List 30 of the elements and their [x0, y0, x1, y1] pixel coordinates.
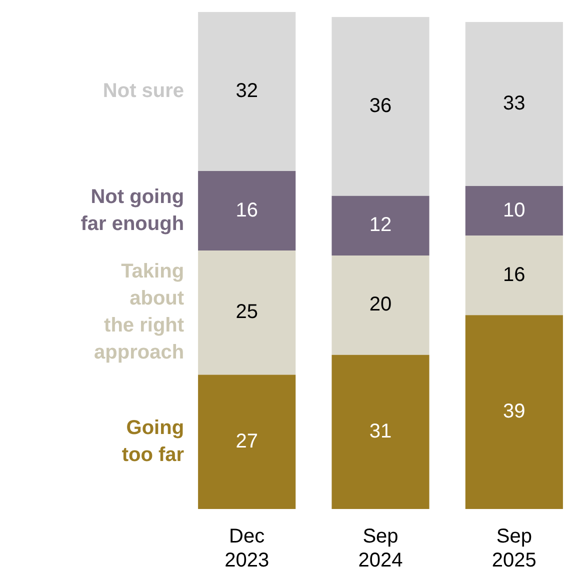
- data-label: 16: [236, 199, 258, 222]
- bar: [198, 12, 296, 172]
- bar: [332, 256, 430, 355]
- data-label: 32: [236, 80, 258, 102]
- data-label: 10: [503, 199, 526, 222]
- bar: [198, 171, 296, 251]
- data-label: 27: [236, 430, 258, 452]
- bar: [332, 16, 430, 196]
- data-label: 39: [503, 400, 526, 423]
- bar: [465, 22, 563, 186]
- series-label: Going too far: [122, 416, 184, 466]
- series-label: Taking about the right approach: [94, 260, 184, 364]
- bar: [332, 354, 430, 509]
- bar: [465, 186, 563, 236]
- data-label: 20: [369, 294, 392, 316]
- bar: [198, 250, 296, 375]
- x-tick-label: Sep 2024: [358, 526, 403, 572]
- data-label: 16: [503, 264, 526, 286]
- x-tick-label: Sep 2025: [492, 526, 536, 572]
- bar: [465, 315, 563, 509]
- data-label: 12: [369, 214, 392, 236]
- data-label: 31: [369, 420, 392, 442]
- data-label: 25: [236, 301, 258, 324]
- data-label: 36: [369, 94, 392, 117]
- bar: [332, 196, 430, 256]
- series-label: Not going far enough: [80, 186, 184, 235]
- bar: [198, 374, 296, 509]
- bar: [465, 236, 563, 316]
- data-label: 33: [503, 92, 526, 114]
- x-tick-label: Dec 2023: [224, 526, 270, 572]
